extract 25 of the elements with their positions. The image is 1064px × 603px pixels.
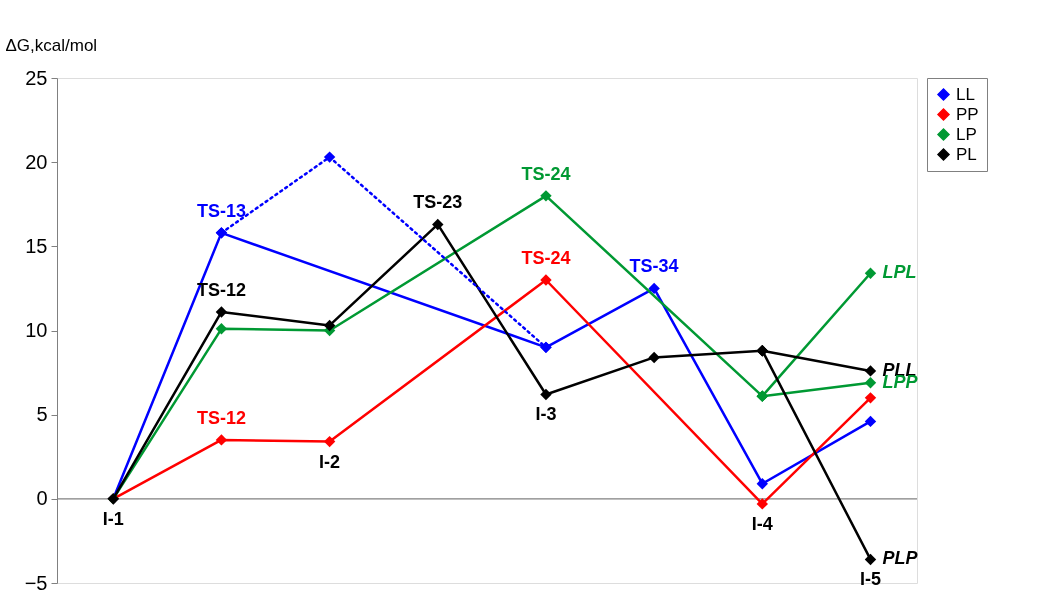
legend-label: LL [956,84,975,104]
y-axis-title: ΔG,kcal/mol [5,35,98,55]
y-tick-label: −5 [24,571,48,594]
legend-label: PP [956,104,979,124]
annotation: I-5 [859,569,881,590]
y-tick-label: 25 [25,66,48,89]
annotation: I-3 [535,404,557,425]
y-tick-label: 10 [25,319,48,341]
annotation: I-2 [319,451,341,472]
legend-label: PL [956,144,977,164]
annotation: TS-13 [196,200,246,221]
y-tick-label: 15 [25,234,48,257]
annotation: I-1 [102,508,124,529]
annotation: TS-34 [629,256,679,277]
legend-label: LP [956,124,977,144]
annotation: I-4 [751,513,773,534]
series-label: LPL [882,262,917,283]
y-tick-label: 5 [36,403,48,426]
series-label: PLP [882,548,919,569]
y-tick-label: 0 [36,487,48,510]
annotation: TS-12 [196,407,246,428]
annotation: TS-24 [521,163,571,184]
annotation: TS-24 [521,248,571,268]
y-tick-label: 20 [25,150,48,173]
annotation: TS-23 [413,192,463,213]
